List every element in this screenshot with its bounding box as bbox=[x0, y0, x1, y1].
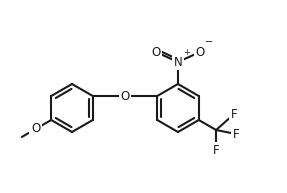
Text: O: O bbox=[195, 46, 205, 58]
Text: −: − bbox=[205, 37, 213, 47]
Text: O: O bbox=[151, 46, 161, 58]
Text: F: F bbox=[213, 144, 220, 157]
Text: +: + bbox=[183, 48, 190, 57]
Text: N: N bbox=[174, 56, 182, 69]
Text: F: F bbox=[231, 108, 237, 120]
Text: F: F bbox=[233, 128, 239, 141]
Text: O: O bbox=[31, 123, 40, 135]
Text: O: O bbox=[120, 90, 130, 102]
